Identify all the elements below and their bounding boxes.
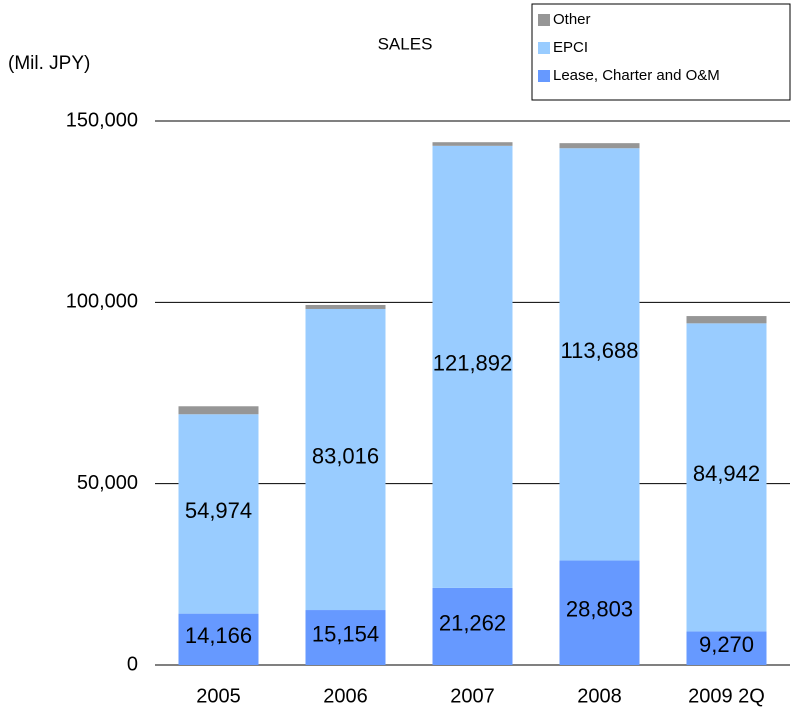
legend-swatch <box>538 14 550 26</box>
x-tick-label: 2007 <box>450 685 495 707</box>
x-tick-label: 2005 <box>196 685 241 707</box>
legend <box>531 3 791 101</box>
bar-segment <box>559 143 640 149</box>
legend-swatch <box>538 42 550 54</box>
legend-label: Other <box>553 11 591 28</box>
value-label: 84,942 <box>693 461 760 486</box>
bar-segment <box>559 560 640 665</box>
value-label: 54,974 <box>185 498 252 523</box>
value-label: 15,154 <box>312 621 379 646</box>
y-tick-label: 100,000 <box>66 291 138 313</box>
legend-label: EPCI <box>553 39 588 56</box>
y-tick-label: 0 <box>127 653 138 675</box>
y-tick-label: 50,000 <box>77 472 138 494</box>
y-tick-label: 150,000 <box>66 109 138 131</box>
bar-segment <box>686 323 767 632</box>
value-label: 113,688 <box>561 338 639 363</box>
x-tick-label: 2009 2Q <box>688 685 765 707</box>
legend-label: Lease, Charter and O&M <box>553 67 720 84</box>
value-label: 14,166 <box>185 623 252 648</box>
bar-segment <box>178 406 259 415</box>
value-label: 21,262 <box>439 610 506 635</box>
value-label: 83,016 <box>312 443 379 468</box>
y-axis-label: (Mil. JPY) <box>8 53 90 74</box>
bar-segment <box>178 613 259 665</box>
bar-segment <box>305 304 386 309</box>
bar-segment <box>305 610 386 665</box>
bar-segment <box>432 145 513 588</box>
x-tick-label: 2008 <box>577 685 622 707</box>
bar-segment <box>432 587 513 665</box>
x-tick-label: 2006 <box>323 685 368 707</box>
bar-segment <box>432 142 513 146</box>
value-label: 9,270 <box>699 632 754 657</box>
chart-title: SALES <box>378 34 433 53</box>
bar-segment <box>559 148 640 561</box>
bar-segment <box>178 414 259 614</box>
value-label: 28,803 <box>566 597 633 622</box>
value-label: 121,892 <box>433 351 513 376</box>
bar-segment <box>686 631 767 665</box>
bar-segment <box>305 308 386 611</box>
bar-segment <box>686 316 767 324</box>
legend-swatch <box>538 70 550 82</box>
